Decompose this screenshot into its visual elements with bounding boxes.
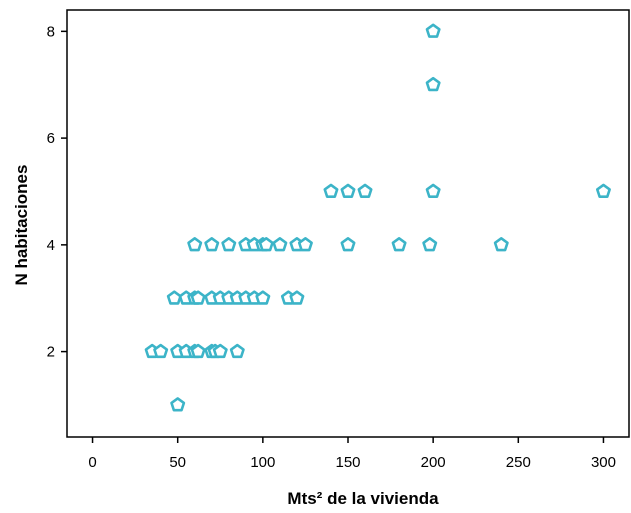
data-point: [422, 237, 438, 252]
data-point: [493, 237, 509, 252]
x-tick-label: 300: [591, 454, 616, 471]
x-tick-label: 200: [421, 454, 446, 471]
data-point: [340, 183, 356, 199]
x-axis-title: Mts² de la vivienda: [287, 489, 439, 508]
data-point: [153, 343, 169, 359]
data-points: [144, 23, 611, 412]
data-point: [190, 290, 206, 305]
y-tick-label: 2: [47, 344, 55, 361]
x-tick-label: 250: [506, 454, 531, 471]
data-point: [425, 23, 441, 38]
data-point: [166, 290, 182, 305]
data-point: [190, 343, 206, 359]
y-tick-label: 6: [47, 130, 55, 147]
data-point: [272, 237, 288, 252]
data-point: [187, 237, 203, 252]
data-point: [297, 237, 313, 252]
data-point: [425, 183, 441, 199]
data-point: [357, 183, 373, 199]
x-tick-label: 150: [335, 454, 360, 471]
x-tick-label: 0: [88, 454, 96, 471]
data-point: [323, 183, 339, 199]
y-axis: 2 4 6 8: [47, 23, 67, 361]
data-point: [221, 237, 237, 252]
y-tick-label: 8: [47, 23, 55, 40]
data-point: [340, 237, 356, 252]
data-point: [204, 237, 220, 252]
x-tick-label: 100: [250, 454, 275, 471]
data-point: [425, 76, 441, 92]
data-point: [170, 397, 186, 412]
plot-area-frame: [66, 9, 630, 438]
y-tick-label: 4: [47, 237, 55, 254]
data-point: [391, 237, 407, 252]
y-axis-title: N habitaciones: [12, 165, 31, 286]
data-point: [595, 183, 611, 199]
data-point: [255, 290, 271, 305]
x-tick-label: 50: [169, 454, 186, 471]
data-point: [229, 343, 245, 359]
data-point: [289, 290, 305, 305]
data-point: [258, 237, 274, 252]
data-point: [212, 343, 228, 359]
x-axis: 0 50 100 150 200 250 300: [88, 437, 616, 471]
